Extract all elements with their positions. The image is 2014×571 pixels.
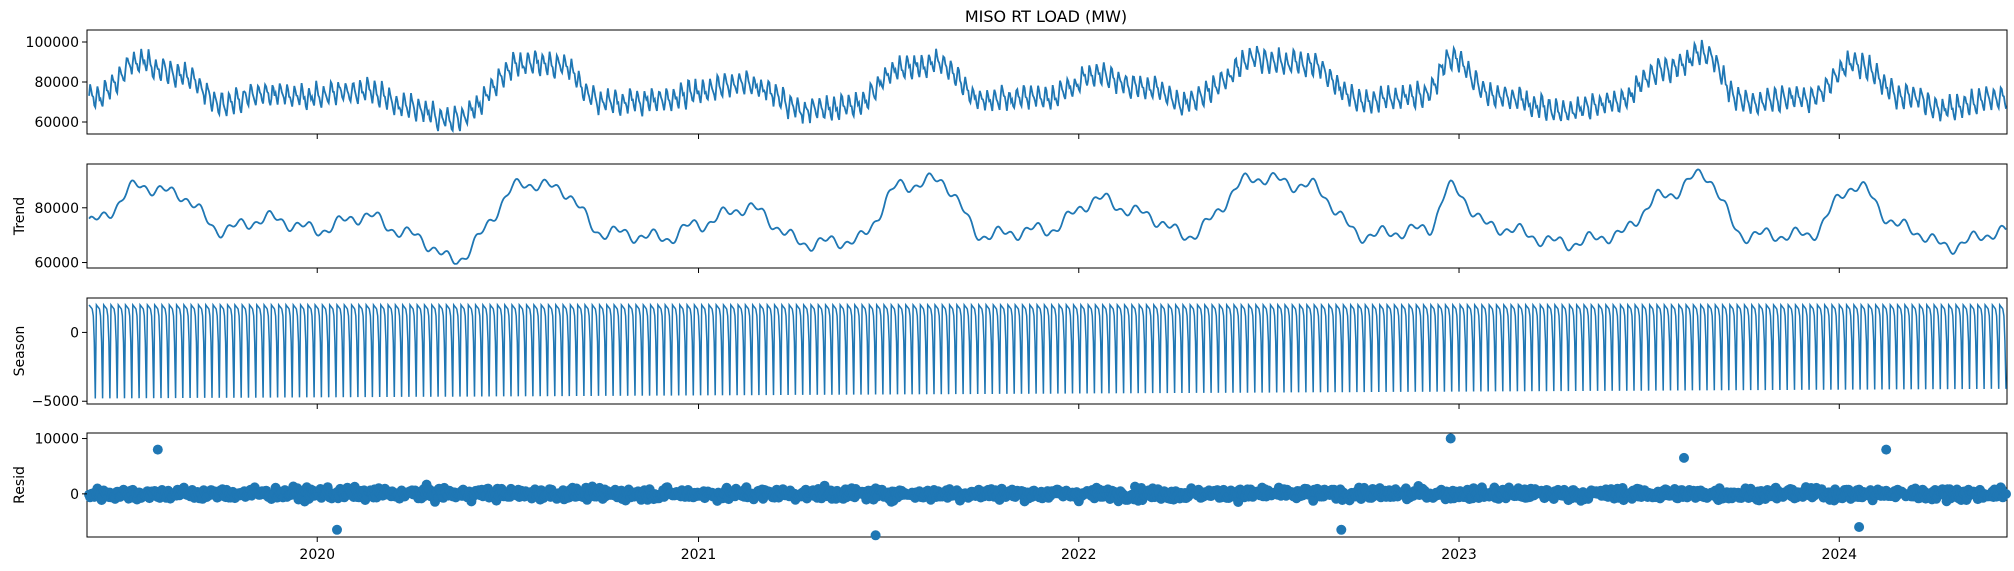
y-tick-label: 60000 (34, 256, 79, 272)
trend-line (88, 168, 2007, 265)
panel-observed-yaxis: 60000 80000 100000 (26, 35, 87, 131)
resid-point (870, 530, 881, 541)
resid-point (152, 444, 163, 455)
resid-point (1336, 524, 1347, 535)
y-tick-label: 0 (70, 487, 79, 503)
panel-trend-yaxis: 60000 80000 (34, 201, 87, 272)
y-tick-label: 0 (70, 325, 79, 341)
y-tick-label: 100000 (26, 35, 79, 51)
panel-season-xticks (316, 404, 1840, 409)
x-tick-label: 2020 (299, 547, 335, 563)
panel-observed-series (88, 39, 2007, 134)
trend-axis-label: Trend (12, 197, 28, 236)
resid-point (1881, 444, 1892, 455)
panel-season: Season −5000 0 (12, 297, 2008, 410)
y-tick-label: 60000 (34, 115, 79, 131)
resid-point (1445, 433, 1456, 444)
y-tick-label: −5000 (32, 394, 79, 410)
x-tick-label: 2022 (1061, 547, 1097, 563)
resid-point (2001, 489, 2011, 499)
y-tick-label: 10000 (34, 432, 79, 448)
resid-point (332, 524, 342, 535)
panel-trend-frame (86, 163, 2008, 269)
panel-observed: 60000 80000 100000 (26, 29, 2008, 139)
chart-title: MISO RT LOAD (MW) (965, 7, 1127, 26)
season-axis-label: Season (12, 326, 28, 377)
panel-resid: Resid 0 10000 2020 2021 2022 2023 2024 (12, 432, 2011, 563)
panel-trend-xticks (316, 268, 1840, 273)
panel-trend-series (88, 168, 2007, 265)
panel-observed-xticks (316, 134, 1840, 139)
x-tick-label: 2023 (1441, 547, 1477, 563)
resid-point (1854, 522, 1865, 532)
panel-resid-frame (86, 432, 2008, 538)
panel-resid-series (84, 433, 2011, 541)
panel-resid-yaxis: 0 10000 (34, 432, 87, 503)
panel-season-yaxis: −5000 0 (32, 325, 87, 410)
x-tick-label: 2024 (1821, 547, 1857, 563)
season-line (88, 302, 2007, 399)
resid-axis-label: Resid (12, 466, 28, 504)
observed-line (88, 39, 2007, 134)
panel-trend: Trend 60000 80000 (12, 163, 2008, 273)
x-tick-label: 2021 (681, 547, 717, 563)
panel-resid-xticks: 2020 2021 2022 2023 2024 (299, 537, 1857, 563)
panel-season-series (88, 302, 2007, 399)
y-tick-label: 80000 (34, 75, 79, 91)
resid-point (1679, 452, 1689, 463)
panel-season-frame (86, 297, 2008, 405)
y-tick-label: 80000 (34, 201, 79, 217)
